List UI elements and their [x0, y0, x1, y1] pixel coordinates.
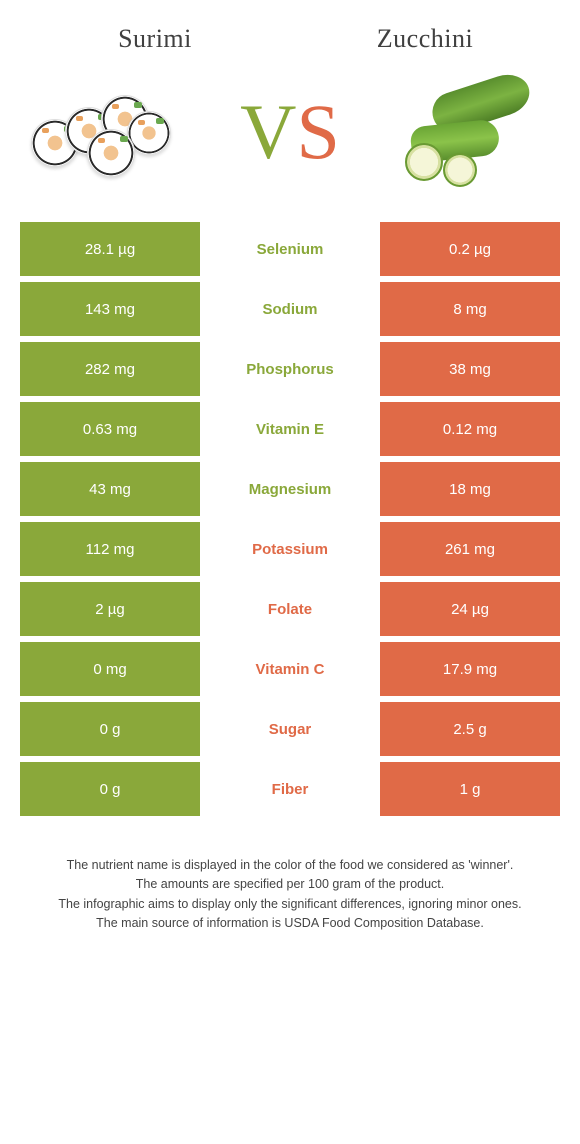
vs-s: S: [296, 88, 339, 175]
nutrient-name: Phosphorus: [200, 342, 380, 396]
right-food-title: Zucchini: [290, 24, 560, 54]
footer-notes: The nutrient name is displayed in the co…: [20, 856, 560, 934]
left-value: 0 g: [20, 702, 200, 756]
right-value: 8 mg: [380, 282, 560, 336]
footer-line-3: The infographic aims to display only the…: [22, 895, 558, 914]
table-row: 143 mgSodium8 mg: [20, 282, 560, 336]
right-value: 18 mg: [380, 462, 560, 516]
nutrient-table: 28.1 µgSelenium0.2 µg 143 mgSodium8 mg 282…: [20, 222, 560, 816]
table-row: 0 gSugar2.5 g: [20, 702, 560, 756]
left-value: 143 mg: [20, 282, 200, 336]
nutrient-name: Folate: [200, 582, 380, 636]
right-value: 17.9 mg: [380, 642, 560, 696]
table-row: 2 µgFolate24 µg: [20, 582, 560, 636]
table-row: 28.1 µgSelenium0.2 µg: [20, 222, 560, 276]
left-food-image: [26, 72, 181, 192]
left-value: 28.1 µg: [20, 222, 200, 276]
right-value: 261 mg: [380, 522, 560, 576]
table-row: 0 mgVitamin C17.9 mg: [20, 642, 560, 696]
nutrient-name: Sugar: [200, 702, 380, 756]
vs-label: VS: [240, 93, 340, 171]
nutrient-name: Sodium: [200, 282, 380, 336]
footer-line-4: The main source of information is USDA F…: [22, 914, 558, 933]
nutrient-name: Vitamin E: [200, 402, 380, 456]
right-value: 0.12 mg: [380, 402, 560, 456]
infographic-container: Surimi Zucchini VS 28.1 µgSelenium0.2: [0, 0, 580, 964]
right-value: 38 mg: [380, 342, 560, 396]
left-value: 43 mg: [20, 462, 200, 516]
right-food-image: [399, 72, 554, 192]
footer-line-1: The nutrient name is displayed in the co…: [22, 856, 558, 875]
right-value: 24 µg: [380, 582, 560, 636]
left-value: 112 mg: [20, 522, 200, 576]
left-value: 0 mg: [20, 642, 200, 696]
nutrient-name: Fiber: [200, 762, 380, 816]
right-value: 2.5 g: [380, 702, 560, 756]
vs-v: V: [240, 88, 296, 175]
table-row: 282 mgPhosphorus38 mg: [20, 342, 560, 396]
nutrient-name: Magnesium: [200, 462, 380, 516]
right-value: 0.2 µg: [380, 222, 560, 276]
left-value: 0 g: [20, 762, 200, 816]
sushi-icon: [29, 87, 179, 177]
footer-line-2: The amounts are specified per 100 gram o…: [22, 875, 558, 894]
titles-row: Surimi Zucchini: [20, 24, 560, 54]
left-value: 0.63 mg: [20, 402, 200, 456]
nutrient-name: Potassium: [200, 522, 380, 576]
table-row: 0 gFiber1 g: [20, 762, 560, 816]
left-value: 282 mg: [20, 342, 200, 396]
table-row: 43 mgMagnesium18 mg: [20, 462, 560, 516]
table-row: 112 mgPotassium261 mg: [20, 522, 560, 576]
left-value: 2 µg: [20, 582, 200, 636]
nutrient-name: Selenium: [200, 222, 380, 276]
right-value: 1 g: [380, 762, 560, 816]
hero-row: VS: [20, 72, 560, 192]
zucchini-icon: [401, 77, 551, 187]
nutrient-name: Vitamin C: [200, 642, 380, 696]
left-food-title: Surimi: [20, 24, 290, 54]
table-row: 0.63 mgVitamin E0.12 mg: [20, 402, 560, 456]
